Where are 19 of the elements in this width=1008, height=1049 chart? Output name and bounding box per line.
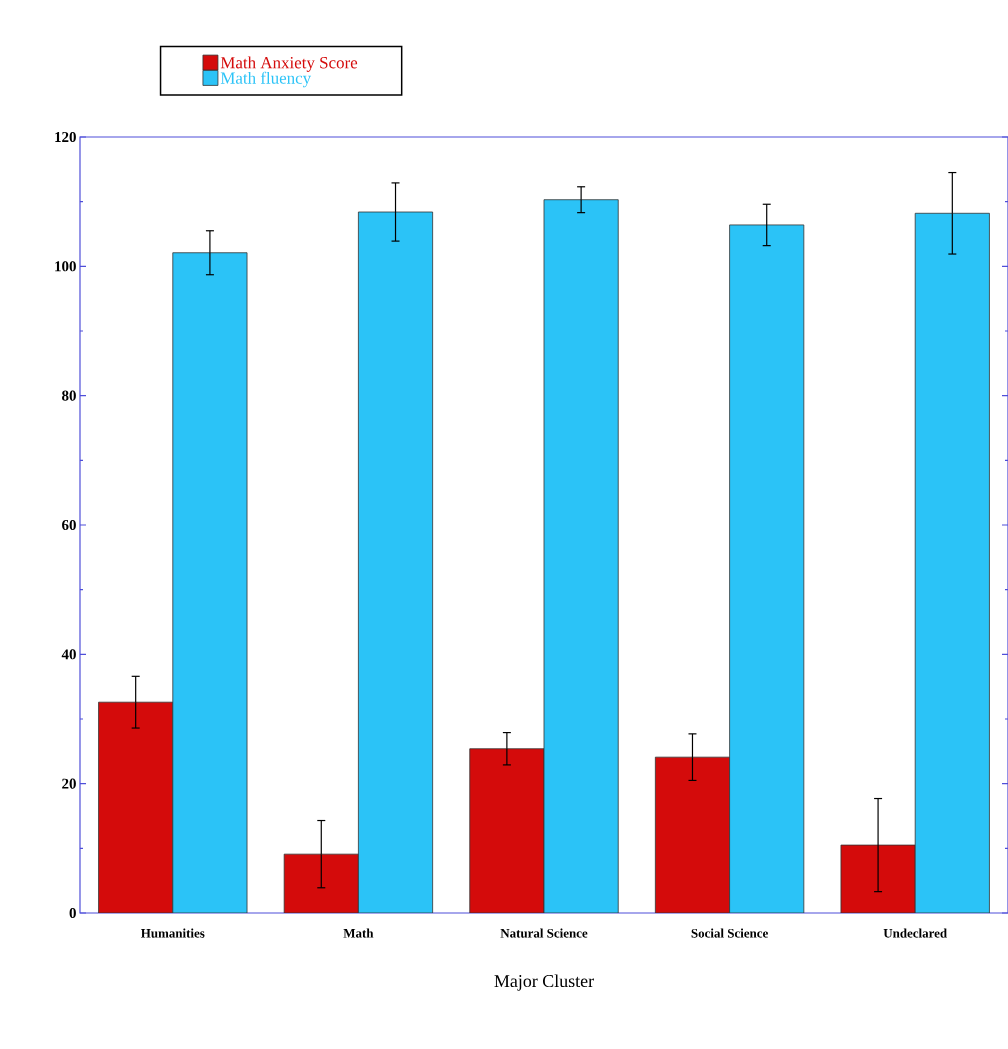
x-tick-label: Math	[343, 928, 374, 938]
bar	[469, 748, 545, 913]
x-tick-label: Social Science	[691, 928, 768, 938]
bar	[654, 756, 730, 913]
bar	[283, 853, 359, 913]
y-tick-label: 40	[61, 649, 76, 660]
y-tick-label: 100	[55, 261, 76, 272]
x-tick-label: Natural Science	[500, 928, 588, 938]
x-tick-label: Humanities	[140, 928, 205, 938]
x-axis-title: Major Cluster	[494, 974, 594, 991]
y-tick-label: 0	[69, 907, 76, 919]
y-tick-label: 60	[62, 519, 76, 531]
x-tick-label: Undeclared	[883, 928, 947, 938]
bar	[98, 701, 174, 913]
y-tick-label: 120	[55, 131, 76, 143]
legend-label: Math Anxiety Score	[220, 56, 358, 72]
y-tick-label: 80	[62, 390, 76, 401]
y-tick-label: 20	[62, 778, 76, 789]
legend-label: Math fluency	[220, 71, 312, 88]
